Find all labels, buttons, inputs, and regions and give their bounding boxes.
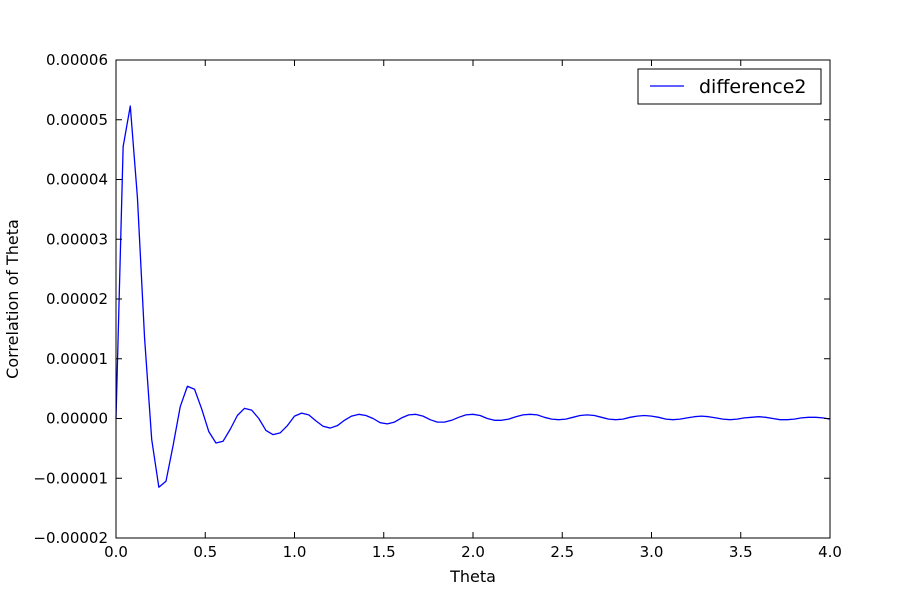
- x-tick-label: 4.0: [818, 543, 842, 561]
- x-tick-label: 0.0: [104, 543, 128, 561]
- y-axis-label: Correlation of Theta: [3, 219, 22, 379]
- y-tick-label: 0.00003: [46, 230, 108, 248]
- legend: difference2: [637, 68, 822, 105]
- x-tick-label: 1.5: [372, 543, 396, 561]
- legend-label-difference2: difference2: [699, 76, 806, 98]
- y-tick-label: 0.00004: [46, 171, 108, 189]
- x-tick-label: 2.5: [550, 543, 574, 561]
- x-tick-labels: 0.0 0.5 1.0 1.5 2.0 2.5 3.0 3.5 4.0: [104, 543, 842, 561]
- x-axis-label: Theta: [449, 567, 496, 586]
- y-tick-label: −0.00001: [33, 469, 108, 487]
- x-tick-label: 0.5: [193, 543, 217, 561]
- series-line-difference2: [115, 105, 831, 488]
- y-tick-labels: −0.00002 −0.00001 0.00000 0.00001 0.00002 0.0…: [33, 51, 108, 547]
- y-tick-label: 0.00006: [46, 51, 108, 69]
- y-tick-label: 0.00002: [46, 290, 108, 308]
- x-tick-label: 2.0: [461, 543, 485, 561]
- x-tick-label: 3.5: [729, 543, 753, 561]
- x-tick-label: 3.0: [640, 543, 664, 561]
- tick-marks: [115, 59, 831, 539]
- plot-frame: [115, 59, 831, 539]
- y-tick-label: −0.00002: [33, 529, 108, 547]
- series-line-group: [115, 105, 831, 488]
- y-tick-label: 0.00005: [46, 111, 108, 129]
- y-tick-label: 0.00001: [46, 350, 108, 368]
- x-tick-label: 1.0: [283, 543, 307, 561]
- y-tick-label: 0.00000: [46, 410, 108, 428]
